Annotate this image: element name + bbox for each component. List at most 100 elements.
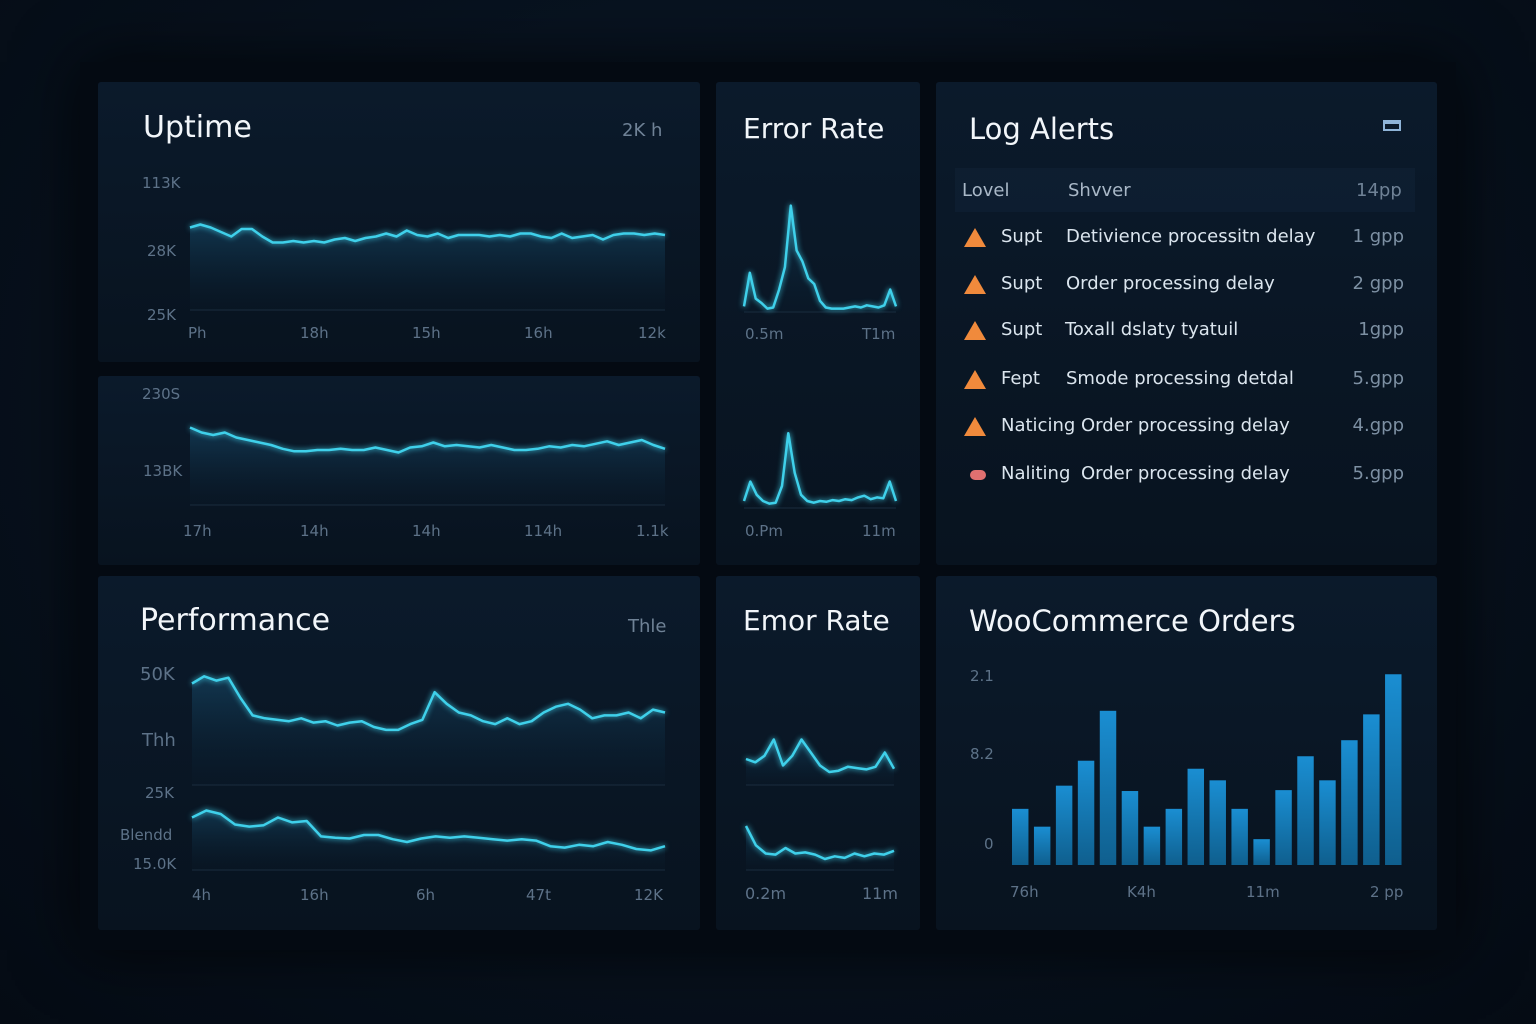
x-tick: 12K xyxy=(634,886,663,904)
column-header-time[interactable]: 14pp xyxy=(1356,180,1402,201)
y-tick: 25K xyxy=(145,784,174,802)
x-tick: 2 pp xyxy=(1370,883,1404,901)
log-row[interactable]: Supt Detivience processitn delay 1 gpp xyxy=(962,222,1408,252)
x-tick: 16h xyxy=(524,324,553,342)
column-header-level[interactable]: Lovel xyxy=(962,180,1010,201)
uptime-panel xyxy=(98,82,700,362)
y-tick: 28K xyxy=(147,242,176,260)
log-level: Naliting xyxy=(1001,463,1071,484)
y-tick: Thh xyxy=(142,730,176,751)
order-bar[interactable] xyxy=(1012,808,1029,865)
y-tick: Blendd xyxy=(120,826,173,844)
log-message: Order processing delay xyxy=(1066,273,1275,294)
x-tick: 1.1k xyxy=(636,522,669,540)
x-tick: 11m xyxy=(862,884,898,903)
uptime_bottom-line xyxy=(189,426,666,454)
perf_bottom-area xyxy=(192,810,665,870)
warning-icon xyxy=(964,228,986,247)
uptime-title: Uptime xyxy=(143,110,252,145)
log-message: Detivience processitn delay xyxy=(1066,226,1316,247)
emor_top-area xyxy=(746,739,894,785)
x-tick: 11m xyxy=(1246,883,1280,901)
log-time: 4.gpp xyxy=(1352,415,1404,436)
log-message: Smode processing detdal xyxy=(1066,368,1294,389)
column-header-server[interactable]: Shvver xyxy=(1068,180,1131,201)
x-tick: 12k xyxy=(638,324,666,342)
warning-icon xyxy=(964,275,986,294)
x-tick: 15h xyxy=(412,324,441,342)
order-bar[interactable] xyxy=(1033,826,1051,865)
log-row[interactable]: Naliting Order processing delay 5.gpp xyxy=(962,459,1408,489)
x-tick: 0.5m xyxy=(745,325,784,343)
log-row[interactable]: Naticing Order processing delay 4.gpp xyxy=(962,411,1408,441)
y-tick: 0 xyxy=(984,835,994,853)
order-bar[interactable] xyxy=(1341,740,1358,865)
order-bar[interactable] xyxy=(1165,808,1183,865)
log-message: Toxall dslaty tyatuil xyxy=(1065,319,1239,340)
order-bar[interactable] xyxy=(1121,791,1139,865)
y-tick: 13BK xyxy=(143,462,183,480)
log-level: Supt xyxy=(1001,226,1043,247)
performance-range[interactable]: Thle xyxy=(628,616,667,637)
x-tick: 4h xyxy=(192,886,212,904)
order-bar[interactable] xyxy=(1209,780,1226,865)
y-tick: 230S xyxy=(142,385,181,403)
x-tick: Ph xyxy=(188,324,207,342)
log-time: 1gpp xyxy=(1358,319,1404,340)
log-time: 5.gpp xyxy=(1352,368,1404,389)
order-bar[interactable] xyxy=(1187,768,1205,865)
x-tick: K4h xyxy=(1127,883,1156,901)
y-tick: 25K xyxy=(147,306,176,324)
emor-rate-title: Emor Rate xyxy=(743,604,890,637)
warning-icon xyxy=(964,321,986,340)
uptime_bottom-area xyxy=(190,427,665,505)
x-tick: 17h xyxy=(183,522,212,540)
y-tick: 15.0K xyxy=(133,855,177,873)
order-bar[interactable] xyxy=(1231,808,1248,865)
y-tick: 8.2 xyxy=(970,745,994,763)
order-bar[interactable] xyxy=(1055,785,1073,865)
x-tick: 16h xyxy=(300,886,329,904)
x-tick: 114h xyxy=(524,522,563,540)
order-bar[interactable] xyxy=(1143,826,1161,865)
log-time: 5.gpp xyxy=(1352,463,1404,484)
x-tick: 18h xyxy=(300,324,329,342)
perf_top-area xyxy=(192,676,665,785)
order-bar[interactable] xyxy=(1297,756,1314,865)
error_top-area xyxy=(744,205,896,312)
log-row[interactable]: Supt Order processing delay 2 gpp xyxy=(962,269,1408,299)
log-message: Order processing delay xyxy=(1081,463,1290,484)
x-tick: 76h xyxy=(1010,883,1039,901)
y-tick: 2.1 xyxy=(970,667,994,685)
log-alerts-title: Log Alerts xyxy=(969,112,1115,146)
window-icon[interactable] xyxy=(1383,120,1401,131)
order-bar[interactable] xyxy=(1363,714,1380,865)
log-row[interactable]: Supt Toxall dslaty tyatuil 1gpp xyxy=(962,315,1408,345)
log-row[interactable]: Fept Smode processing detdal 5.gpp xyxy=(962,364,1408,394)
order-bar[interactable] xyxy=(1077,760,1095,865)
log-level: Naticing xyxy=(1001,415,1076,436)
log-table-header xyxy=(955,168,1415,212)
log-level: Supt xyxy=(1001,273,1043,294)
order-bar[interactable] xyxy=(1319,780,1336,865)
log-message: Order processing delay xyxy=(1081,415,1290,436)
error_bottom-line xyxy=(742,431,898,505)
perf_bottom-line xyxy=(191,809,666,852)
uptime-range[interactable]: 2K h xyxy=(622,120,663,141)
emor_bottom-line xyxy=(744,825,895,861)
perf_top-line xyxy=(191,675,666,732)
x-tick: 14h xyxy=(412,522,441,540)
error-pill-icon xyxy=(970,470,986,480)
order-bar[interactable] xyxy=(1385,674,1402,865)
performance-title: Performance xyxy=(140,603,331,638)
order-bar[interactable] xyxy=(1275,790,1292,865)
order-bar[interactable] xyxy=(1253,839,1270,865)
orders-title: WooCommerce Orders xyxy=(969,604,1296,638)
error-rate-title: Error Rate xyxy=(743,112,885,145)
x-tick: 14h xyxy=(300,522,329,540)
order-bar[interactable] xyxy=(1099,710,1117,865)
x-tick: 0.2m xyxy=(745,884,787,903)
warning-icon xyxy=(964,370,986,389)
x-tick: 47t xyxy=(526,886,551,904)
